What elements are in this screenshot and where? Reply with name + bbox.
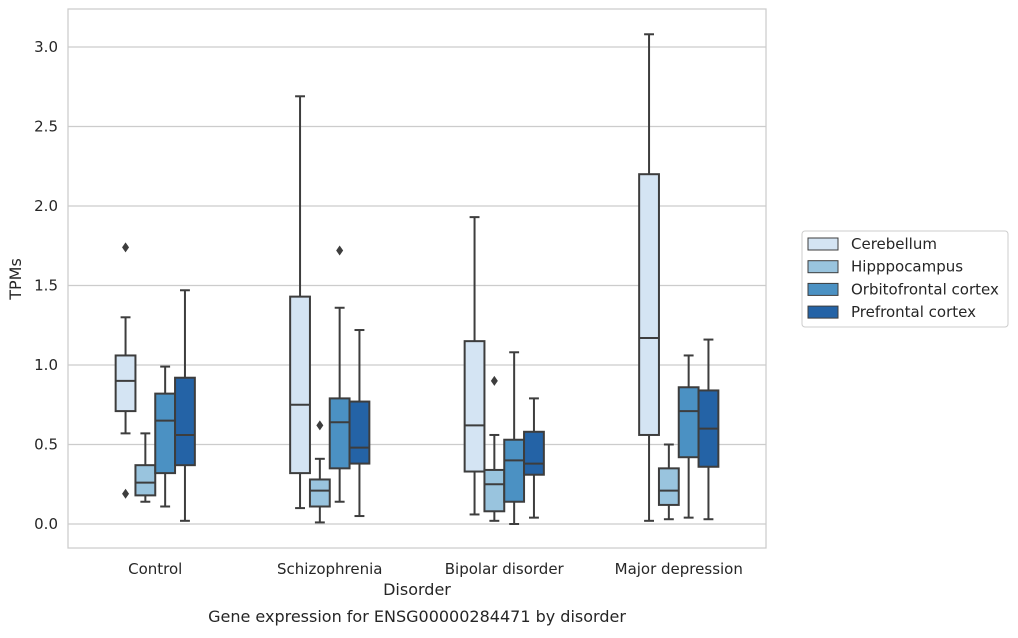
legend-label: Hipppocampus bbox=[851, 258, 963, 276]
y-tick-label: 1.0 bbox=[34, 356, 58, 374]
box-cerebellum bbox=[114, 242, 137, 499]
iqr-box bbox=[114, 354, 137, 413]
legend-label: Orbitofrontal cortex bbox=[851, 280, 999, 298]
y-tick-label: 2.0 bbox=[34, 197, 58, 215]
iqr-box bbox=[463, 340, 486, 473]
iqr-box bbox=[289, 295, 311, 475]
x-tick-label: Schizophrenia bbox=[277, 560, 382, 578]
legend-swatch bbox=[807, 282, 839, 296]
boxes bbox=[114, 33, 720, 525]
y-axis-ticks: 0.0 0.5 1.0 1.5 2.0 2.5 3.0 bbox=[34, 38, 58, 533]
outlier-point bbox=[316, 420, 324, 431]
x-tick-label: Major depression bbox=[615, 560, 743, 578]
iqr-box bbox=[638, 173, 660, 436]
y-tick-label: 0.5 bbox=[34, 436, 58, 454]
box-prefrontal-cortex bbox=[174, 289, 196, 522]
iqr-box bbox=[348, 400, 371, 465]
x-tick-label: Control bbox=[128, 560, 182, 578]
y-tick-label: 2.5 bbox=[34, 118, 58, 136]
plot-frame bbox=[67, 8, 767, 549]
iqr-box bbox=[503, 438, 526, 503]
legend-label: Cerebellum bbox=[851, 235, 937, 253]
outlier-point bbox=[122, 488, 130, 499]
box-cerebellum bbox=[638, 33, 660, 522]
x-tick-label: Bipolar disorder bbox=[445, 560, 565, 578]
outlier-point bbox=[490, 375, 498, 386]
box-hipppocampus bbox=[308, 420, 331, 524]
legend: Cerebellum Hipppocampus Orbitofrontal cort… bbox=[801, 230, 1009, 328]
iqr-box bbox=[657, 467, 680, 506]
outlier-point bbox=[122, 242, 130, 253]
box-hipppocampus bbox=[657, 443, 680, 521]
y-tick-label: 3.0 bbox=[34, 38, 58, 56]
chart-caption: Gene expression for ENSG00000284471 by d… bbox=[208, 607, 626, 626]
box-hipppocampus bbox=[483, 375, 506, 522]
box-orbitofrontal-cortex bbox=[154, 365, 177, 508]
box-hipppocampus bbox=[134, 432, 157, 503]
x-axis-ticks: Control Schizophrenia Bipolar disorder Majo… bbox=[128, 560, 743, 578]
legend-label: Prefrontal cortex bbox=[851, 303, 976, 321]
iqr-box bbox=[483, 468, 506, 513]
iqr-box bbox=[308, 478, 331, 508]
legend-swatch bbox=[807, 260, 839, 274]
box-orbitofrontal-cortex bbox=[328, 245, 351, 503]
iqr-box bbox=[523, 430, 545, 476]
iqr-box bbox=[154, 392, 177, 475]
iqr-box bbox=[134, 464, 157, 497]
y-tick-label: 0.0 bbox=[34, 515, 58, 533]
outlier-point bbox=[336, 245, 344, 256]
box-prefrontal-cortex bbox=[697, 338, 720, 521]
box-cerebellum bbox=[463, 216, 486, 516]
legend-frame bbox=[801, 230, 1009, 328]
legend-swatch bbox=[807, 305, 839, 319]
y-axis-label: TPMs bbox=[6, 258, 25, 301]
box-orbitofrontal-cortex bbox=[503, 351, 526, 525]
box-orbitofrontal-cortex bbox=[677, 354, 700, 519]
iqr-box bbox=[174, 376, 196, 467]
box-prefrontal-cortex bbox=[523, 397, 545, 519]
box-cerebellum bbox=[289, 95, 311, 510]
y-tick-label: 1.5 bbox=[34, 277, 58, 295]
x-axis-label: Disorder bbox=[383, 580, 451, 599]
iqr-box bbox=[677, 386, 700, 459]
iqr-box bbox=[328, 397, 351, 470]
legend-swatch bbox=[807, 237, 839, 251]
box-prefrontal-cortex bbox=[348, 329, 371, 518]
